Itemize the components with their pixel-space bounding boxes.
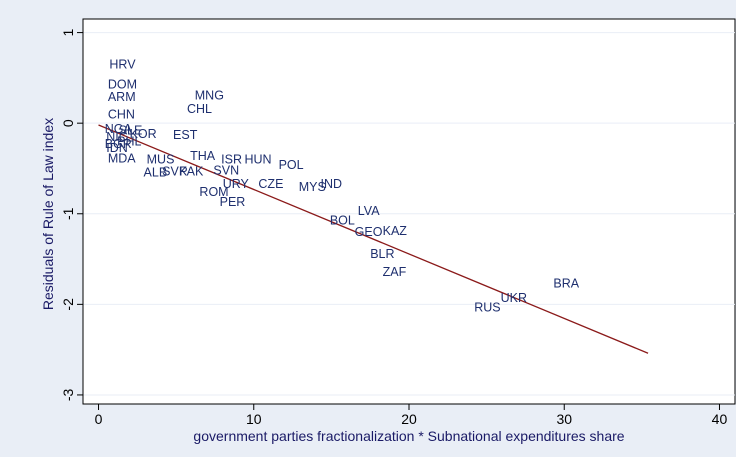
y-tick-label-4: -3 — [60, 389, 76, 402]
point-label-idn: IDN — [106, 141, 128, 155]
point-label-mda: MDA — [108, 152, 136, 166]
point-label-sle: SLE — [119, 124, 143, 138]
point-label-nga: NGA — [105, 122, 133, 136]
point-label-pak: PAK — [179, 164, 204, 178]
point-label-rom: ROM — [199, 185, 228, 199]
point-label-nic: NIC — [106, 130, 128, 144]
plot-area — [82, 18, 736, 405]
x-tick-label-3: 30 — [556, 411, 572, 427]
gridlines — [83, 32, 735, 396]
point-label-chn: CHN — [108, 107, 135, 121]
y-tick-label-2: -1 — [60, 207, 76, 220]
point-label-pol: POL — [279, 158, 304, 172]
point-label-svn: SVN — [213, 163, 239, 177]
point-label-phl: PHL — [117, 134, 141, 148]
y-axis-ticks: 1 0 -1 -2 -3 — [60, 28, 83, 401]
x-tick-label-1: 10 — [246, 411, 262, 427]
point-label-kor: KOR — [130, 127, 157, 141]
x-tick-label-0: 0 — [95, 411, 103, 427]
x-tick-label-2: 20 — [401, 411, 417, 427]
point-label-kaz: KAZ — [383, 224, 408, 238]
point-label-mus: MUS — [147, 153, 175, 167]
point-label-rus: RUS — [474, 300, 500, 314]
point-label-ukr: UKR — [501, 291, 527, 305]
point-label-chl: CHL — [187, 102, 212, 116]
point-label-ury: URY — [223, 177, 250, 191]
point-label-alb: ALB — [144, 165, 168, 179]
point-label-per: PER — [220, 195, 246, 209]
y-tick-label-1: 0 — [60, 119, 76, 127]
point-label-cze: CZE — [258, 177, 283, 191]
point-label-ind: IND — [321, 177, 343, 191]
point-label-mys: MYS — [299, 180, 326, 194]
point-label-bra: BRA — [553, 277, 579, 291]
fitted-regression-line — [98, 124, 649, 354]
point-label-geo: GEO — [355, 225, 383, 239]
point-label-arm: ARM — [108, 90, 136, 104]
x-axis-title: government parties fractionalization * S… — [193, 428, 624, 444]
point-label-blr: BLR — [370, 247, 394, 261]
point-label-tha: THA — [190, 149, 216, 163]
y-axis-title: Residuals of Rule of Law index — [40, 118, 56, 310]
point-label-dom: DOM — [108, 77, 137, 91]
point-label-lva: LVA — [358, 204, 380, 218]
point-label-hrv: HRV — [109, 57, 136, 71]
point-label-bgr: BGR — [105, 137, 132, 151]
point-label-est: EST — [173, 128, 198, 142]
point-label-svk: SVK — [162, 164, 188, 178]
point-label-mng: MNG — [195, 88, 224, 102]
x-axis-ticks: 0 10 20 30 40 — [95, 404, 728, 427]
x-tick-label-4: 40 — [712, 411, 728, 427]
point-label-bol: BOL — [330, 213, 355, 227]
y-tick-label-0: 1 — [60, 28, 76, 36]
y-tick-label-3: -2 — [60, 298, 76, 311]
point-label-isr: ISR — [221, 153, 242, 167]
point-label-zaf: ZAF — [383, 265, 407, 279]
point-label-hun: HUN — [244, 153, 271, 167]
